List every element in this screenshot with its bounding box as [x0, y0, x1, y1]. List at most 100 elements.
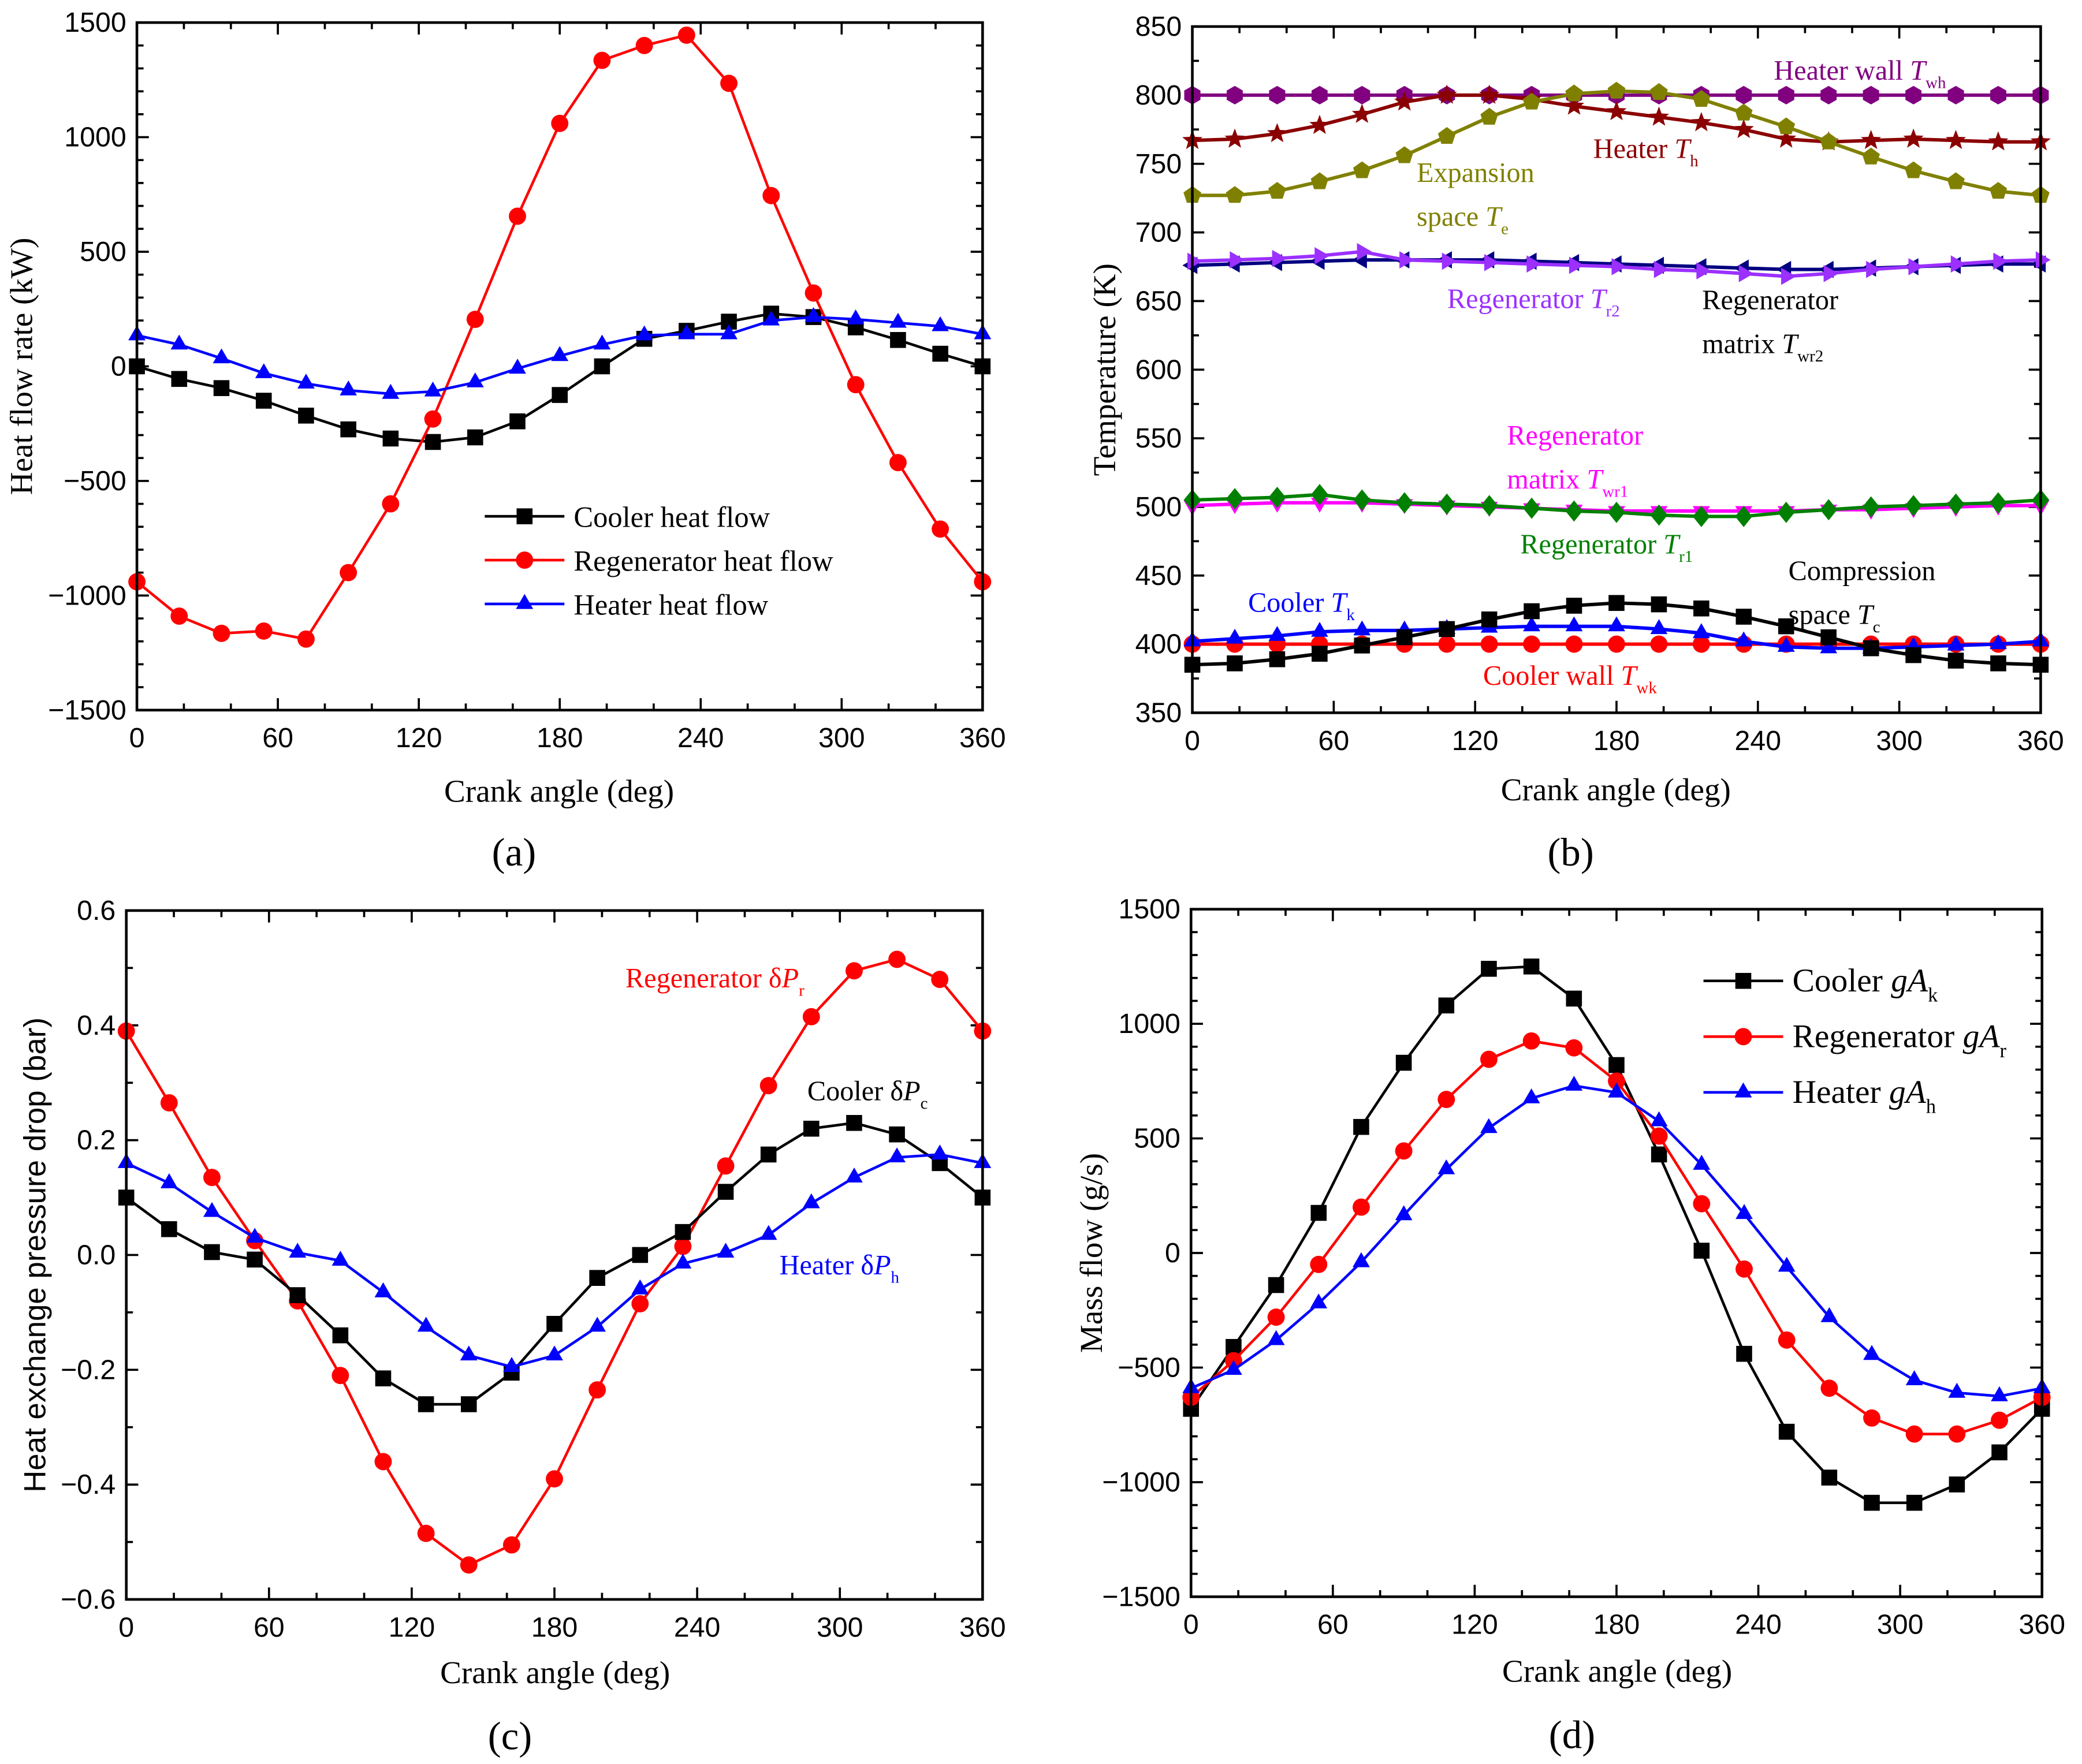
data-point: [417, 1524, 435, 1542]
data-point: [1565, 500, 1583, 522]
data-point: [1948, 1425, 1966, 1443]
data-point: [1606, 100, 1627, 121]
data-point: [1357, 243, 1372, 260]
label-text: Heater: [1593, 134, 1675, 165]
data-point: [762, 187, 780, 204]
data-point: [1565, 1039, 1583, 1057]
data-point: [1227, 655, 1243, 672]
axis-ticks: [1190, 908, 2043, 1598]
annotation-text: space Tc: [1789, 599, 1880, 636]
y-axis-label: Heat flow rate (kW): [3, 238, 39, 495]
data-point: [1484, 253, 1500, 271]
y-tick-label: 1000: [64, 122, 126, 153]
x-axis-label: Crank angle (deg): [1501, 772, 1731, 807]
data-point: [889, 1126, 905, 1143]
data-point: [1311, 498, 1328, 513]
data-point: [1608, 616, 1625, 632]
data-point: [1565, 635, 1583, 653]
data-point: [1608, 1057, 1625, 1073]
legend-item: Heater heat flow: [485, 588, 769, 621]
y-tick-label: 850: [1135, 11, 1182, 42]
label-symbol: T: [1591, 284, 1608, 314]
data-point: [170, 334, 188, 350]
data-point: [1823, 264, 1839, 282]
data-point: [1947, 172, 1965, 189]
data-point: [1948, 1382, 1966, 1398]
data-point: [503, 1356, 520, 1372]
data-point: [374, 1453, 392, 1471]
annotation-text: Cooler Tk: [1248, 588, 1355, 624]
data-point: [631, 1295, 649, 1312]
x-tick-label: 60: [1317, 1609, 1349, 1640]
data-point: [759, 1225, 777, 1240]
x-tick-label: 60: [254, 1612, 285, 1643]
data-point: [332, 1251, 349, 1266]
data-point: [1820, 638, 1838, 654]
data-point: [424, 434, 441, 450]
x-tick-label: 180: [1593, 1609, 1640, 1640]
data-point: [255, 363, 273, 378]
data-point: [1522, 92, 1541, 110]
x-tick-label: 360: [959, 722, 1006, 754]
data-point: [1989, 492, 2007, 514]
y-tick-label: 0: [111, 351, 126, 382]
data-point: [1224, 128, 1245, 148]
data-point: [1480, 1118, 1498, 1133]
data-point: [1267, 1330, 1285, 1345]
x-tick-label: 360: [2018, 1609, 2065, 1640]
annotation-text: Cooler δPc: [807, 1076, 928, 1113]
data-point: [332, 1327, 349, 1344]
annotation-text: Heater Th: [1593, 134, 1699, 170]
legend-marker: [516, 594, 534, 609]
data-point: [1523, 497, 1541, 519]
annotation-text: Regenerator: [1507, 420, 1643, 451]
series-heater-heat-flow: [128, 307, 992, 399]
data-point: [674, 1237, 692, 1255]
data-point: [509, 359, 526, 374]
label-symbol: T: [1663, 529, 1681, 560]
annotation: Heater wall Twh: [1774, 55, 1946, 92]
data-point: [1908, 258, 1924, 275]
label-text: space: [1789, 599, 1857, 630]
annotation: Regenerator matrix Twr2: [1702, 285, 1838, 366]
y-tick-label: 500: [80, 236, 126, 267]
data-point: [720, 74, 738, 92]
data-point: [1354, 637, 1370, 654]
data-point: [1226, 628, 1243, 644]
data-point: [1563, 95, 1585, 115]
data-point: [170, 607, 188, 625]
x-axis-label: Crank angle (deg): [1502, 1653, 1732, 1688]
data-point: [374, 1282, 392, 1297]
data-point: [1862, 496, 1880, 518]
data-point: [890, 332, 906, 348]
panel-label: (d): [1549, 1713, 1595, 1756]
data-point: [1225, 1360, 1242, 1375]
data-point: [1950, 255, 1966, 273]
data-point: [1738, 264, 1754, 282]
data-point: [213, 380, 230, 396]
data-point: [932, 520, 949, 538]
data-point: [1566, 598, 1582, 614]
data-point: [1905, 1370, 1923, 1385]
legend-item: Cooler heat flow: [485, 501, 770, 534]
y-tick-label: 0.0: [77, 1240, 116, 1271]
data-point: [1820, 629, 1837, 646]
data-point: [551, 114, 569, 132]
data-point: [803, 1120, 820, 1137]
y-tick-label: 0.4: [77, 1010, 116, 1041]
y-tick-label: −1500: [1102, 1581, 1180, 1612]
data-point: [1353, 1252, 1370, 1267]
x-tick-label: 360: [959, 1612, 1006, 1643]
y-tick-label: 750: [1135, 148, 1182, 180]
y-tick-label: 650: [1135, 285, 1182, 316]
data-point: [802, 1008, 820, 1025]
y-tick-label: −1000: [1102, 1467, 1180, 1498]
x-tick-label: 60: [262, 722, 293, 754]
data-point: [1735, 1204, 1753, 1219]
data-point: [1991, 1444, 2007, 1461]
data-point: [1693, 1243, 1710, 1259]
x-tick-label: 180: [1593, 725, 1640, 756]
data-point: [382, 495, 400, 513]
